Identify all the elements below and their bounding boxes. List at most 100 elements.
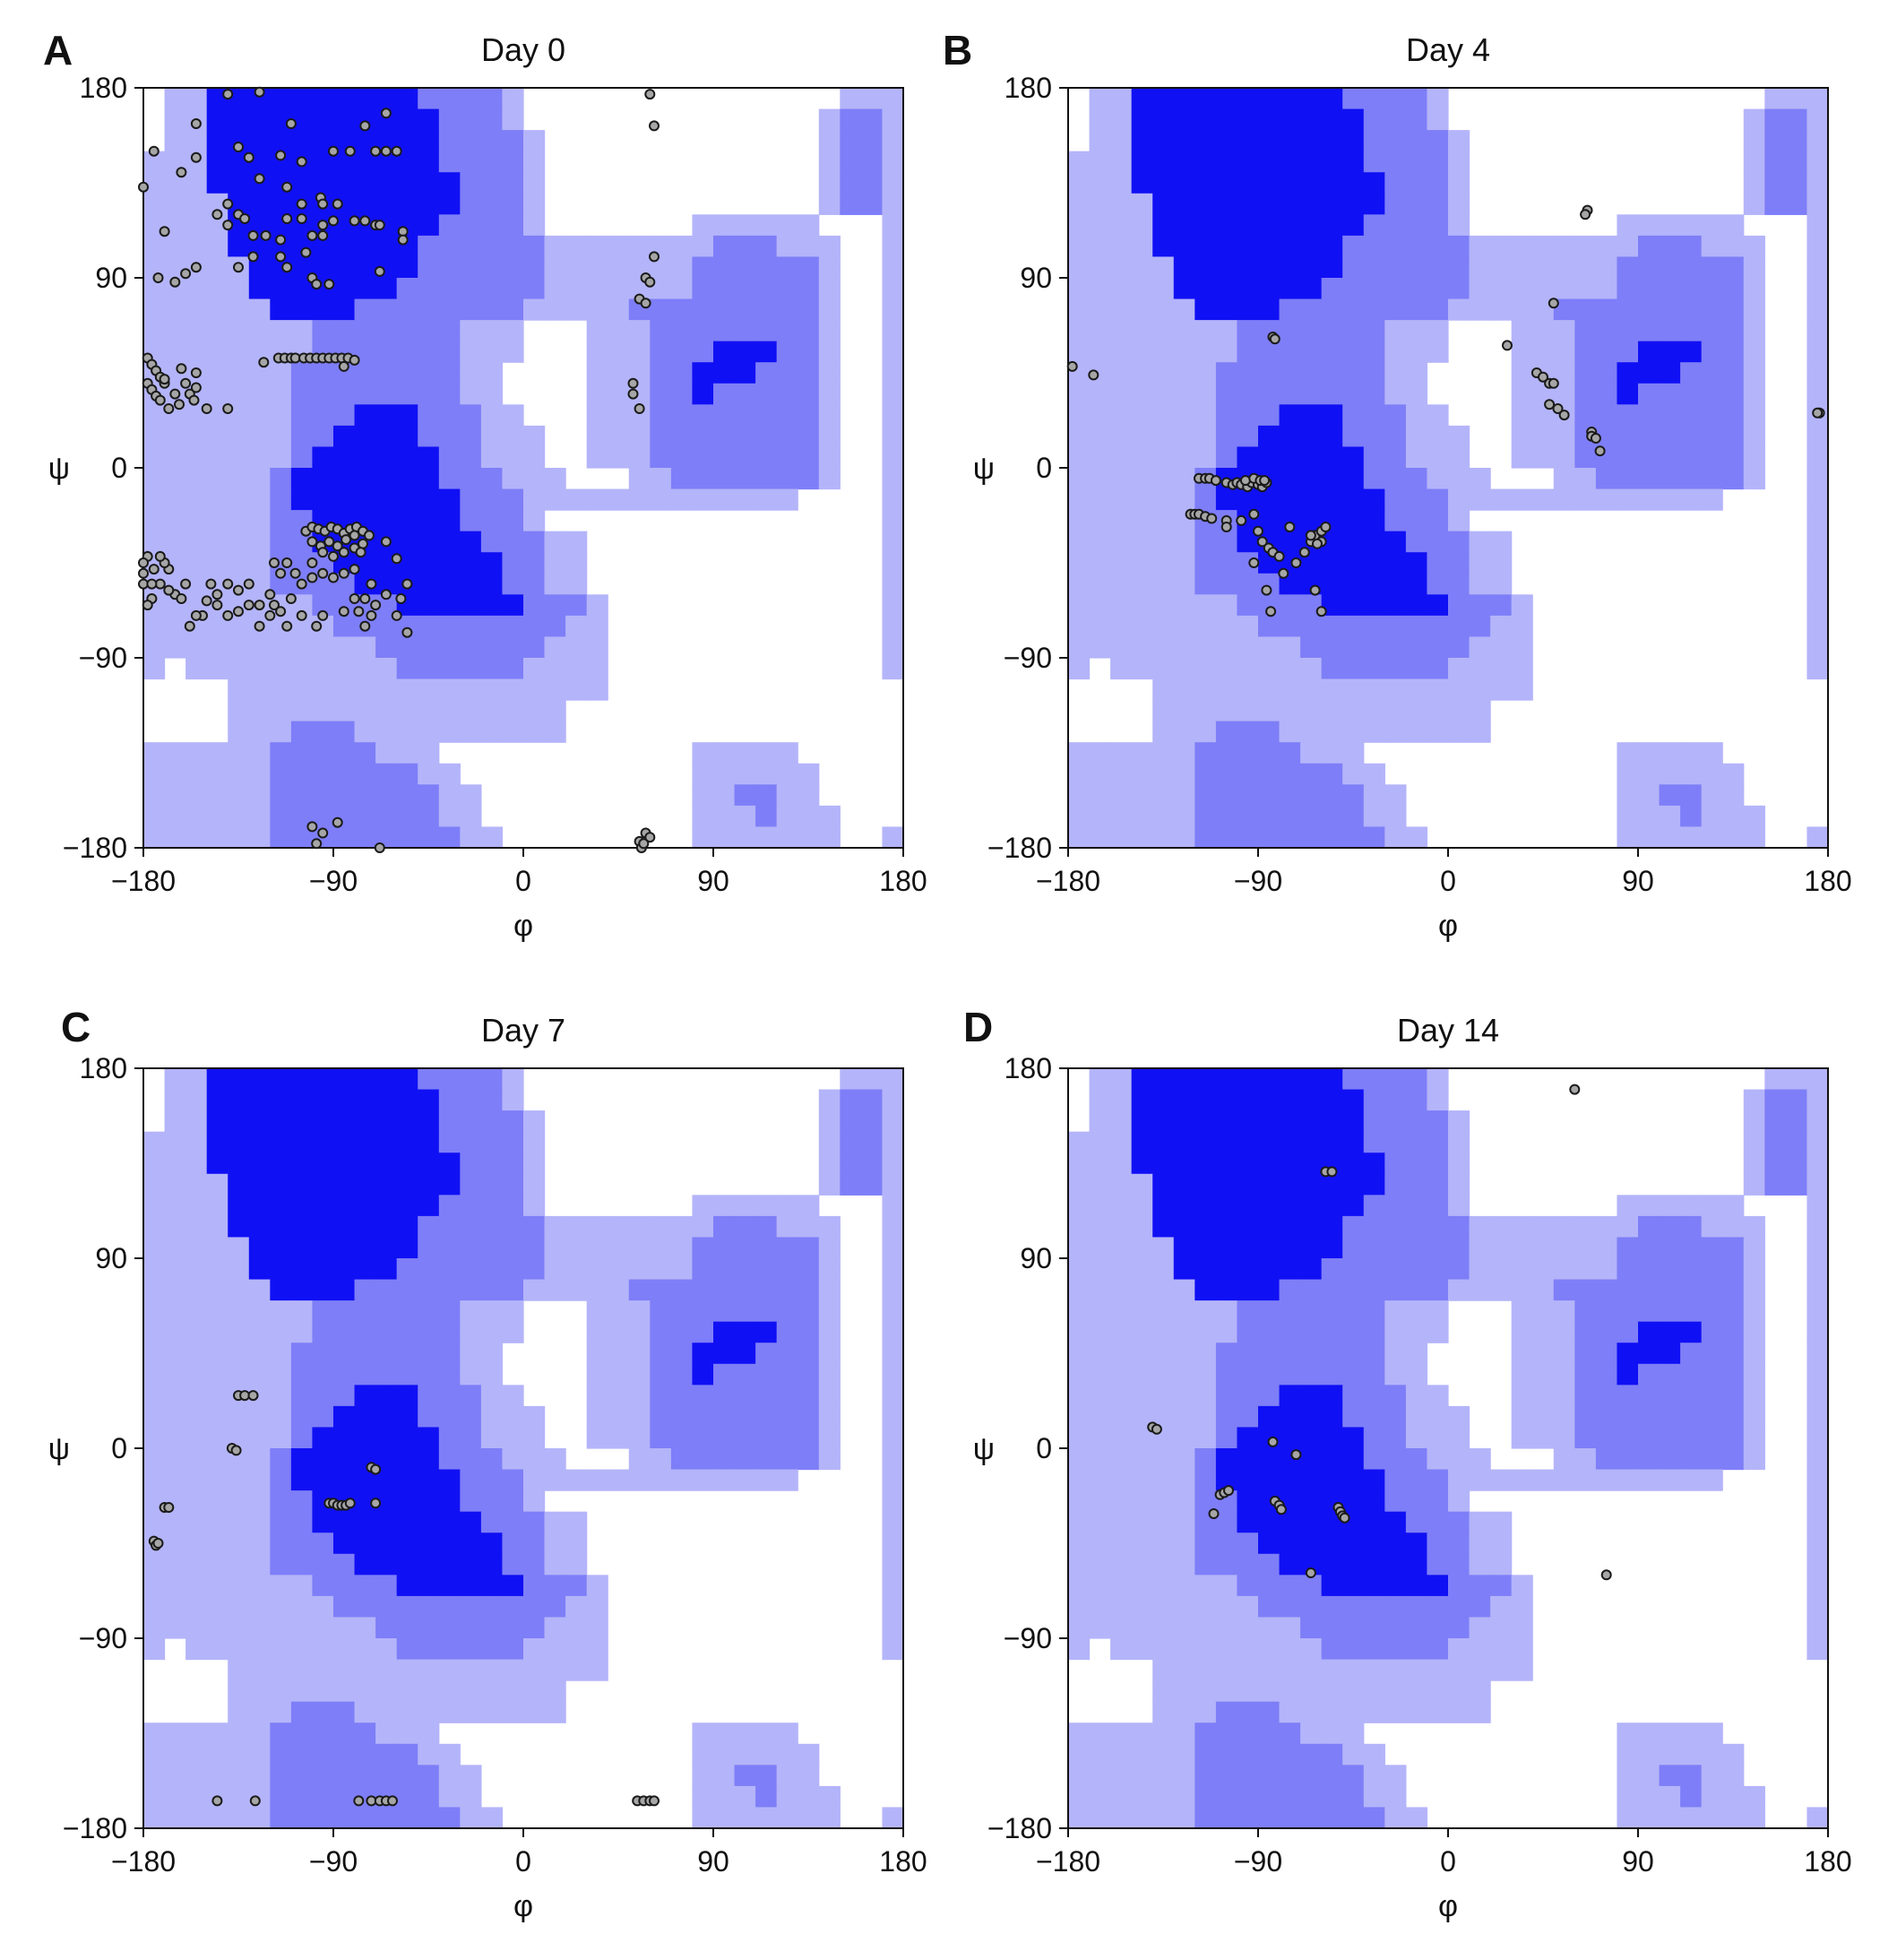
region-cell <box>1131 1321 1153 1343</box>
region-cell <box>312 1405 334 1429</box>
region-cell <box>164 88 186 110</box>
region-cell <box>1279 425 1301 448</box>
region-cell <box>1342 1153 1365 1175</box>
region-cell <box>1384 488 1407 511</box>
region-cell <box>1743 1321 1765 1343</box>
region-cell <box>1806 1258 1829 1281</box>
region-cell <box>143 1195 166 1217</box>
region-cell <box>1279 1363 1301 1386</box>
region-cell <box>565 256 588 279</box>
region-cell <box>818 1153 841 1175</box>
region-cell <box>354 763 376 785</box>
region-cell <box>185 278 208 300</box>
region-cell <box>1427 130 1449 152</box>
region-cell <box>650 468 672 490</box>
region-cell <box>1321 805 1343 828</box>
region-cell <box>185 784 208 807</box>
region-cell <box>480 404 504 427</box>
region-cell <box>1427 1258 1449 1281</box>
region-cell <box>1194 1617 1217 1639</box>
region-cell <box>1405 1131 1428 1153</box>
region-cell <box>1194 1680 1217 1703</box>
region-cell <box>290 1807 314 1829</box>
region-cell <box>228 1279 250 1301</box>
region-cell <box>1194 1343 1217 1365</box>
region-cell <box>1321 278 1343 300</box>
region-cell <box>1384 615 1407 638</box>
region-cell <box>164 1617 186 1639</box>
region-cell <box>608 256 630 279</box>
region-cell <box>354 658 376 680</box>
data-point <box>222 198 234 210</box>
region-cell <box>375 784 398 807</box>
region-cell <box>480 320 504 342</box>
region-cell <box>1405 1575 1428 1597</box>
region-cell <box>1363 1237 1385 1259</box>
region-cell <box>1806 320 1829 342</box>
region-cell <box>480 425 504 448</box>
region-cell <box>1490 1533 1513 1555</box>
region-cell <box>1806 1807 1829 1829</box>
region-cell <box>248 1131 271 1153</box>
region-cell <box>1110 1300 1133 1323</box>
region-cell <box>502 1511 524 1533</box>
region-cell <box>1342 742 1365 764</box>
region-cell <box>333 1321 356 1343</box>
data-point <box>1253 525 1263 537</box>
region-cell <box>882 108 904 131</box>
region-cell <box>396 1785 418 1809</box>
region-cell <box>1806 193 1829 215</box>
region-cell <box>1701 278 1723 300</box>
region-cell <box>480 552 504 574</box>
region-cell <box>418 531 440 553</box>
region-cell <box>1152 552 1175 574</box>
region-cell <box>1638 805 1660 828</box>
region-cell <box>1680 1363 1703 1386</box>
region-cell <box>502 278 524 300</box>
region-cell <box>1469 721 1491 743</box>
region-cell <box>333 1743 356 1766</box>
data-point <box>627 377 639 389</box>
region-cell <box>1532 1258 1555 1281</box>
region-cell <box>396 488 418 511</box>
region-cell <box>270 1490 292 1513</box>
region-cell <box>798 784 820 807</box>
region-cell <box>1384 88 1407 110</box>
region-cell <box>1384 341 1407 363</box>
region-cell <box>1701 1785 1723 1809</box>
region-cell <box>1237 1743 1259 1766</box>
region-cell <box>1342 1363 1365 1386</box>
region-cell <box>1638 1343 1660 1365</box>
region-cell <box>1068 552 1091 574</box>
region-cell <box>206 298 229 321</box>
region-cell <box>1215 108 1238 131</box>
region-cell <box>1490 573 1513 595</box>
region-cell <box>1342 1701 1365 1723</box>
data-point <box>1305 1567 1316 1578</box>
region-cell <box>1215 573 1238 595</box>
region-cell <box>1701 1405 1723 1429</box>
region-cell <box>418 1131 440 1153</box>
region-cell <box>1342 88 1365 110</box>
data-point <box>201 403 212 414</box>
region-cell <box>228 531 250 553</box>
region-cell <box>1089 341 1111 363</box>
region-cell <box>206 1723 229 1745</box>
region-cell <box>1110 151 1133 173</box>
region-cell <box>1384 1553 1407 1576</box>
region-cell <box>1110 298 1133 321</box>
region-cell <box>1532 1237 1555 1259</box>
region-cell <box>228 1595 250 1619</box>
region-cell <box>1300 108 1323 131</box>
region-cell <box>755 763 778 785</box>
region-cell <box>1722 1321 1745 1343</box>
region-cell <box>270 826 292 849</box>
region-cell <box>1131 235 1153 258</box>
region-cell <box>818 278 841 300</box>
region-cell <box>375 383 398 405</box>
region-cell <box>882 214 904 237</box>
region-cell <box>713 1469 736 1491</box>
region-cell <box>1279 678 1301 701</box>
region-cell <box>228 1490 250 1513</box>
